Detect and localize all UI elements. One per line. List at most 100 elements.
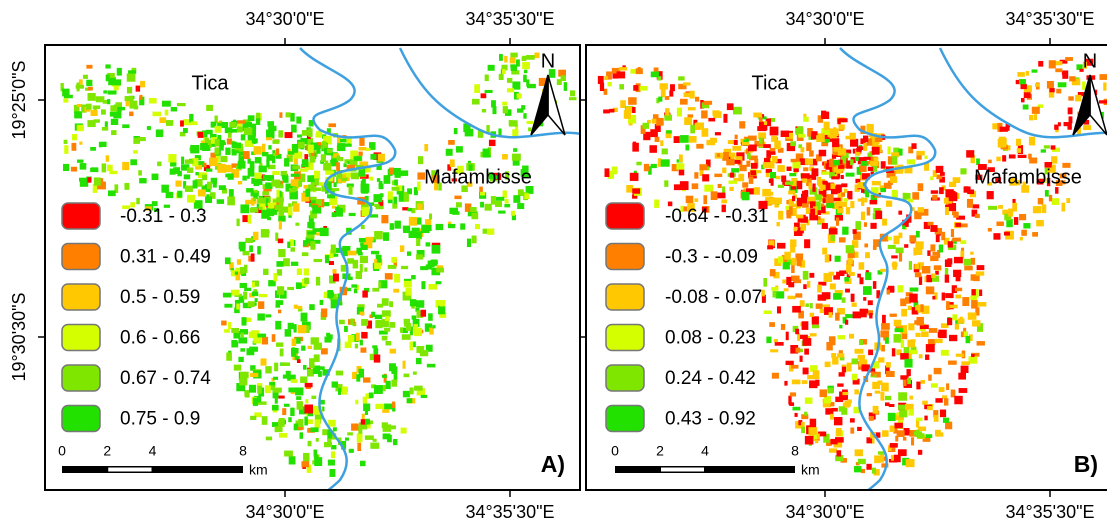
map-pixel (102, 99, 109, 104)
map-pixel (217, 122, 224, 128)
map-pixel (398, 193, 405, 202)
map-pixel (417, 181, 421, 191)
map-pixel (900, 353, 909, 360)
map-pixel (168, 154, 177, 163)
map-pixel (63, 139, 68, 144)
map-pixel (915, 418, 920, 428)
map-pixel (375, 403, 385, 410)
map-pixel (849, 132, 856, 140)
map-pixel (834, 290, 843, 296)
map-pixel (758, 200, 766, 210)
map-pixel (363, 166, 371, 173)
map-pixel (998, 205, 1003, 209)
map-pixel (208, 157, 218, 167)
map-pixel (78, 79, 83, 85)
map-pixel (242, 302, 252, 309)
map-pixel (238, 295, 245, 303)
map-pixel (287, 206, 293, 216)
map-pixel (1033, 114, 1038, 120)
map-pixel (140, 80, 146, 88)
map-pixel (795, 421, 802, 429)
map-pixel (777, 147, 784, 153)
map-pixel (806, 280, 811, 288)
map-pixel (161, 100, 171, 107)
map-pixel (1061, 202, 1066, 212)
map-pixel (216, 199, 225, 204)
map-pixel (857, 426, 862, 431)
legend-swatch (605, 283, 645, 311)
map-pixel (181, 164, 190, 171)
map-pixel (513, 195, 521, 203)
map-pixel (258, 301, 265, 309)
map-pixel (558, 69, 567, 77)
map-pixel (1036, 178, 1044, 185)
map-pixel (210, 121, 217, 128)
map-pixel (847, 190, 853, 200)
map-pixel (202, 174, 208, 181)
map-pixel (899, 410, 908, 418)
map-pixel (954, 287, 963, 292)
map-pixel (521, 105, 526, 110)
map-pixel (421, 224, 430, 234)
map-pixel (474, 223, 480, 230)
map-pixel (840, 201, 847, 207)
map-pixel (391, 186, 400, 191)
map-pixel (218, 141, 226, 146)
map-pixel (292, 165, 301, 170)
map-pixel (814, 194, 822, 201)
frame (585, 44, 1107, 491)
map-pixel (278, 417, 285, 427)
map-pixel (238, 156, 244, 162)
map-pixel (427, 260, 435, 268)
map-pixel (389, 301, 394, 308)
map-pixel (506, 88, 515, 93)
map-pixel (327, 194, 335, 199)
map-pixel (327, 290, 334, 299)
map-pixel (278, 130, 284, 138)
map-pixel (629, 172, 639, 181)
map-pixel (785, 259, 793, 265)
map-pixel (935, 398, 943, 403)
map-pixel (385, 380, 391, 390)
map-pixel (774, 201, 779, 208)
map-pixel (809, 158, 818, 166)
map-pixel (774, 342, 784, 346)
map-pixel (798, 144, 803, 149)
map-pixel (362, 396, 368, 404)
map-pixel (244, 264, 248, 273)
map-pixel (432, 175, 440, 183)
map-pixel (695, 122, 704, 130)
map-pixel (845, 314, 854, 319)
map-pixel (660, 89, 666, 98)
map-pixel (429, 260, 438, 264)
map-pixel (932, 170, 937, 177)
map-pixel (867, 166, 874, 171)
map-pixel (895, 247, 904, 254)
map-pixel (1068, 96, 1074, 101)
map-pixel (340, 264, 348, 272)
map-pixel (799, 198, 808, 205)
map-pixel (851, 373, 858, 381)
map-pixel (809, 272, 815, 278)
map-pixel (896, 430, 905, 437)
map-pixel (331, 445, 337, 450)
map-pixel (294, 356, 300, 361)
map-pixel (85, 103, 92, 110)
map-pixel (763, 278, 768, 287)
map-pixel (733, 177, 742, 182)
map-pixel (871, 438, 875, 444)
map-pixel (925, 286, 935, 295)
map-pixel (954, 323, 959, 330)
map-pixel (691, 183, 699, 190)
map-pixel (1013, 217, 1019, 225)
map-pixel (447, 164, 452, 171)
map-pixel (890, 455, 897, 461)
map-pixel (251, 151, 256, 156)
map-pixel (257, 333, 267, 338)
map-pixel (331, 212, 337, 218)
map-pixel (107, 164, 113, 172)
map-pixel (862, 286, 872, 295)
map-pixel (315, 232, 323, 236)
map-pixel (953, 211, 959, 218)
map-pixel (228, 189, 234, 198)
